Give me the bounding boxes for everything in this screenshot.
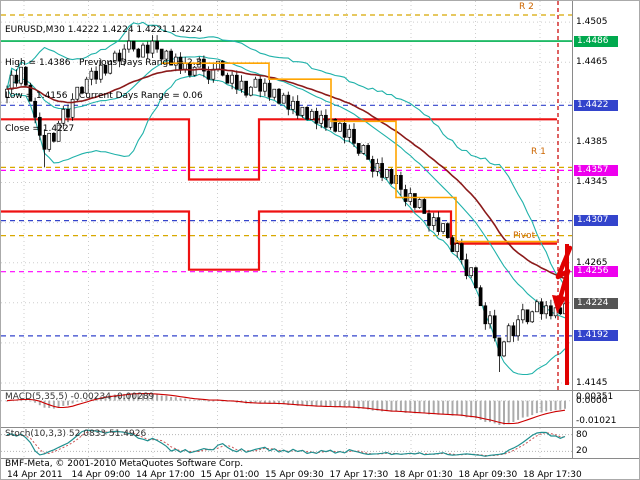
price-scale[interactable]: 1.4505 1.4465 1.4385 1.4345 1.4265 1.4145 1.44… [573, 1, 639, 458]
price-level-badge: 1.4256 [574, 266, 618, 277]
price-level-badge: 1.4307 [574, 215, 618, 226]
macd-grid [1, 391, 573, 427]
time-axis-label: 17 Apr 17:30 [329, 470, 389, 480]
price-level-badge: 1.4422 [574, 100, 618, 111]
time-axis-label: 15 Apr 09:30 [265, 470, 324, 480]
macd-scale-label: 0.00351 [576, 392, 614, 402]
info-low-range-line: Low = 1.4156 Current Days Range = 0.06 [5, 91, 203, 101]
price-scale-border [572, 1, 573, 458]
time-axis-label: 14 Apr 2011 [7, 470, 63, 480]
pivot-label: Pivot [513, 231, 536, 241]
stoch-label: Stoch(10,3,3) 52.0833 51.4926 [5, 429, 147, 439]
price-tick: 1.4385 [576, 137, 608, 147]
main-price-chart[interactable] [1, 1, 573, 390]
info-close-line: Close = 1.4227 [5, 124, 75, 134]
stoch-scale-label: 80 [576, 430, 588, 440]
pivot-label: R 1 [531, 147, 546, 157]
time-scale-divider [1, 458, 639, 459]
macd-label: MACD(5,35,5) -0.00234 -0.00289 [5, 392, 155, 402]
stoch-main-line [6, 429, 566, 457]
stoch-scale-label: 20 [576, 446, 588, 456]
chart-info-overlay: EURUSD,M30 1.4222 1.4224 1.4221 1.4224 H… [5, 3, 203, 157]
price-tick: 1.4465 [576, 57, 608, 67]
macd-signal-line [6, 392, 566, 425]
current-price-badge: 1.4224 [574, 298, 618, 309]
stepped-ma-line [161, 62, 557, 243]
stoch-panel-divider[interactable] [1, 427, 639, 428]
price-tick: 1.4505 [576, 17, 608, 27]
time-axis-label: 18 Apr 09:30 [458, 470, 518, 480]
time-axis-label: 15 Apr 01:00 [200, 470, 260, 480]
bollinger-bands [6, 21, 566, 376]
down-arrow [552, 244, 573, 385]
price-tick: 1.4265 [576, 258, 608, 268]
macd-scale-label: 0.0000 [576, 396, 608, 406]
stochastic-panel[interactable] [1, 428, 573, 458]
time-axis[interactable]: 14 Apr 2011 14 Apr 09:00 14 Apr 17:00 15 Ap… [1, 470, 639, 480]
info-high-range-line: High = 1.4386 Previous Days Range = 2.3 [5, 58, 202, 68]
info-ohlc-line: EURUSD,M30 1.4222 1.4224 1.4221 1.4224 [5, 25, 203, 35]
time-axis-label: 14 Apr 17:00 [136, 470, 195, 480]
macd-panel-divider[interactable] [1, 390, 639, 391]
price-tick: 1.4145 [576, 378, 608, 388]
ma-line [6, 68, 566, 280]
copyright-text: BMF-Meta, © 2001-2010 MetaQuotes Softwar… [5, 459, 244, 469]
macd-scale-label: -0.01021 [576, 416, 617, 426]
time-axis-label: 18 Apr 01:30 [394, 470, 453, 480]
price-tick: 1.4345 [576, 177, 608, 187]
level-lines [1, 14, 573, 337]
price-level-badge: 1.4486 [574, 36, 618, 47]
price-level-badge: 1.4192 [574, 330, 618, 341]
time-axis-label: 14 Apr 09:00 [71, 470, 131, 480]
price-level-badge: 1.4357 [574, 165, 618, 176]
macd-panel[interactable] [1, 391, 573, 427]
pivot-label: R 2 [519, 2, 534, 12]
time-axis-label: 18 Apr 17:30 [523, 470, 582, 480]
